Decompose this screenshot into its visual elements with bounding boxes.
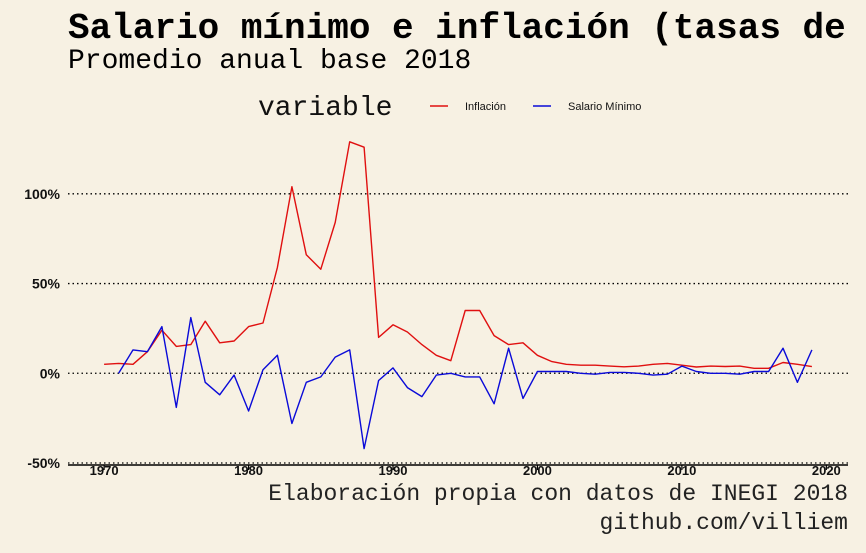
legend-title: variable (258, 93, 392, 124)
y-tick-label: 100% (24, 186, 60, 202)
x-tick-label: 2020 (812, 463, 841, 478)
x-tick-label: 2000 (523, 463, 552, 478)
x-tick-label: 2010 (667, 463, 696, 478)
chart-title: Salario mínimo e inflación (tasas de (68, 8, 846, 49)
y-tick-label: 50% (32, 276, 61, 292)
x-tick-label: 1970 (90, 463, 119, 478)
y-tick-label: -50% (27, 455, 60, 471)
series-line-inflacion (104, 141, 813, 369)
series-line-salario-minimo (118, 316, 813, 450)
caption-source: Elaboración propia con datos de INEGI 20… (268, 481, 848, 507)
x-tick-label: 1980 (234, 463, 263, 478)
legend-label-salario-minimo: Salario Mínimo (568, 101, 641, 113)
y-tick-label: 0% (40, 365, 61, 381)
chart-subtitle: Promedio anual base 2018 (68, 46, 472, 77)
x-tick-label: 1990 (379, 463, 408, 478)
caption-github: github.com/villiem (599, 510, 848, 536)
legend-label-inflacion: Inflación (465, 101, 506, 113)
